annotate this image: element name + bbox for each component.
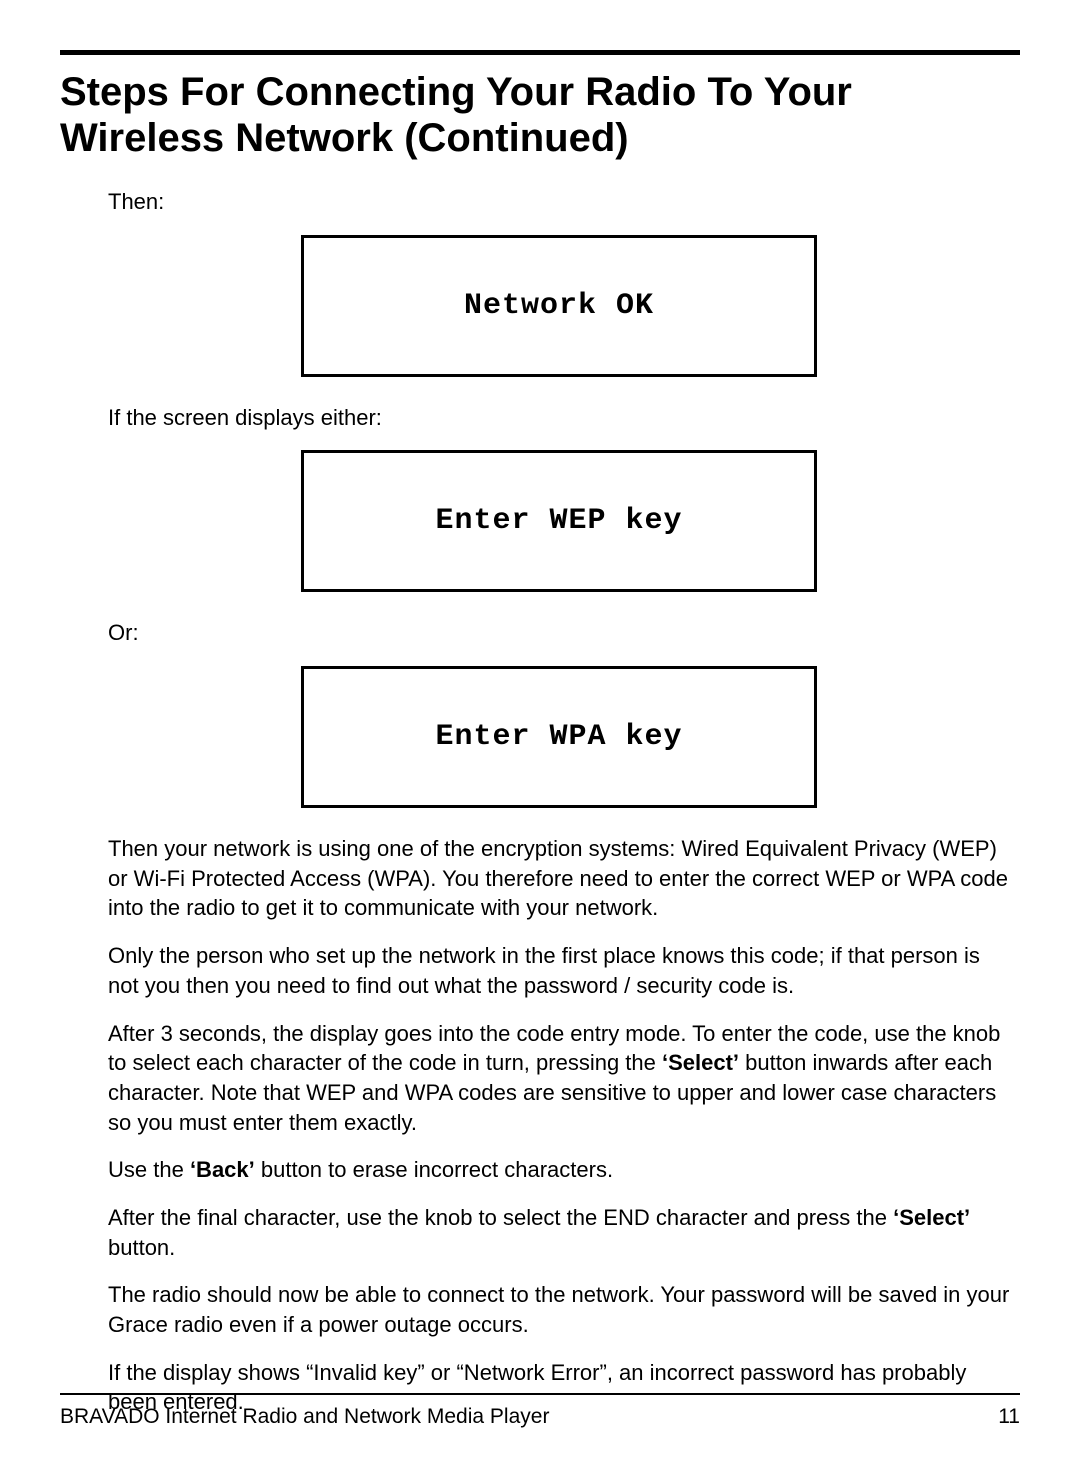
footer-product: BRAVADO Internet Radio and Network Media…	[60, 1405, 549, 1429]
screen-wep-text: Enter WEP key	[435, 504, 682, 538]
screen-network-ok-wrap: Network OK	[108, 235, 1010, 377]
text-back-post: button to erase incorrect characters.	[255, 1157, 613, 1182]
screen-network-ok: Network OK	[301, 235, 817, 377]
footer-page-number: 11	[998, 1405, 1020, 1429]
footer-rule	[60, 1393, 1020, 1395]
bold-select-1: ‘Select’	[662, 1050, 739, 1075]
text-back: Use the ‘Back’ button to erase incorrect…	[108, 1155, 1010, 1185]
text-back-pre: Use the	[108, 1157, 190, 1182]
text-or: Or:	[108, 618, 1010, 648]
text-connected: The radio should now be able to connect …	[108, 1280, 1010, 1339]
screen-wep: Enter WEP key	[301, 450, 817, 592]
text-code-entry: After 3 seconds, the display goes into t…	[108, 1019, 1010, 1138]
screen-wpa: Enter WPA key	[301, 666, 817, 808]
screen-network-ok-text: Network OK	[464, 289, 654, 323]
top-rule	[60, 50, 1020, 55]
text-who-knows: Only the person who set up the network i…	[108, 941, 1010, 1000]
page: Steps For Connecting Your Radio To Your …	[0, 0, 1080, 1465]
text-end: After the final character, use the knob …	[108, 1203, 1010, 1262]
content-area: Then: Network OK If the screen displays …	[108, 187, 1010, 1417]
screen-wep-wrap: Enter WEP key	[108, 450, 1010, 592]
footer: BRAVADO Internet Radio and Network Media…	[60, 1393, 1020, 1429]
bold-back: ‘Back’	[190, 1157, 255, 1182]
text-if-either: If the screen displays either:	[108, 403, 1010, 433]
text-encryption-intro: Then your network is using one of the en…	[108, 834, 1010, 923]
text-end-post: button.	[108, 1235, 175, 1260]
screen-wpa-wrap: Enter WPA key	[108, 666, 1010, 808]
bold-select-2: ‘Select’	[893, 1205, 970, 1230]
page-title: Steps For Connecting Your Radio To Your …	[60, 69, 1020, 161]
footer-row: BRAVADO Internet Radio and Network Media…	[60, 1405, 1020, 1429]
text-then: Then:	[108, 187, 1010, 217]
text-end-pre: After the final character, use the knob …	[108, 1205, 893, 1230]
screen-wpa-text: Enter WPA key	[435, 720, 682, 754]
